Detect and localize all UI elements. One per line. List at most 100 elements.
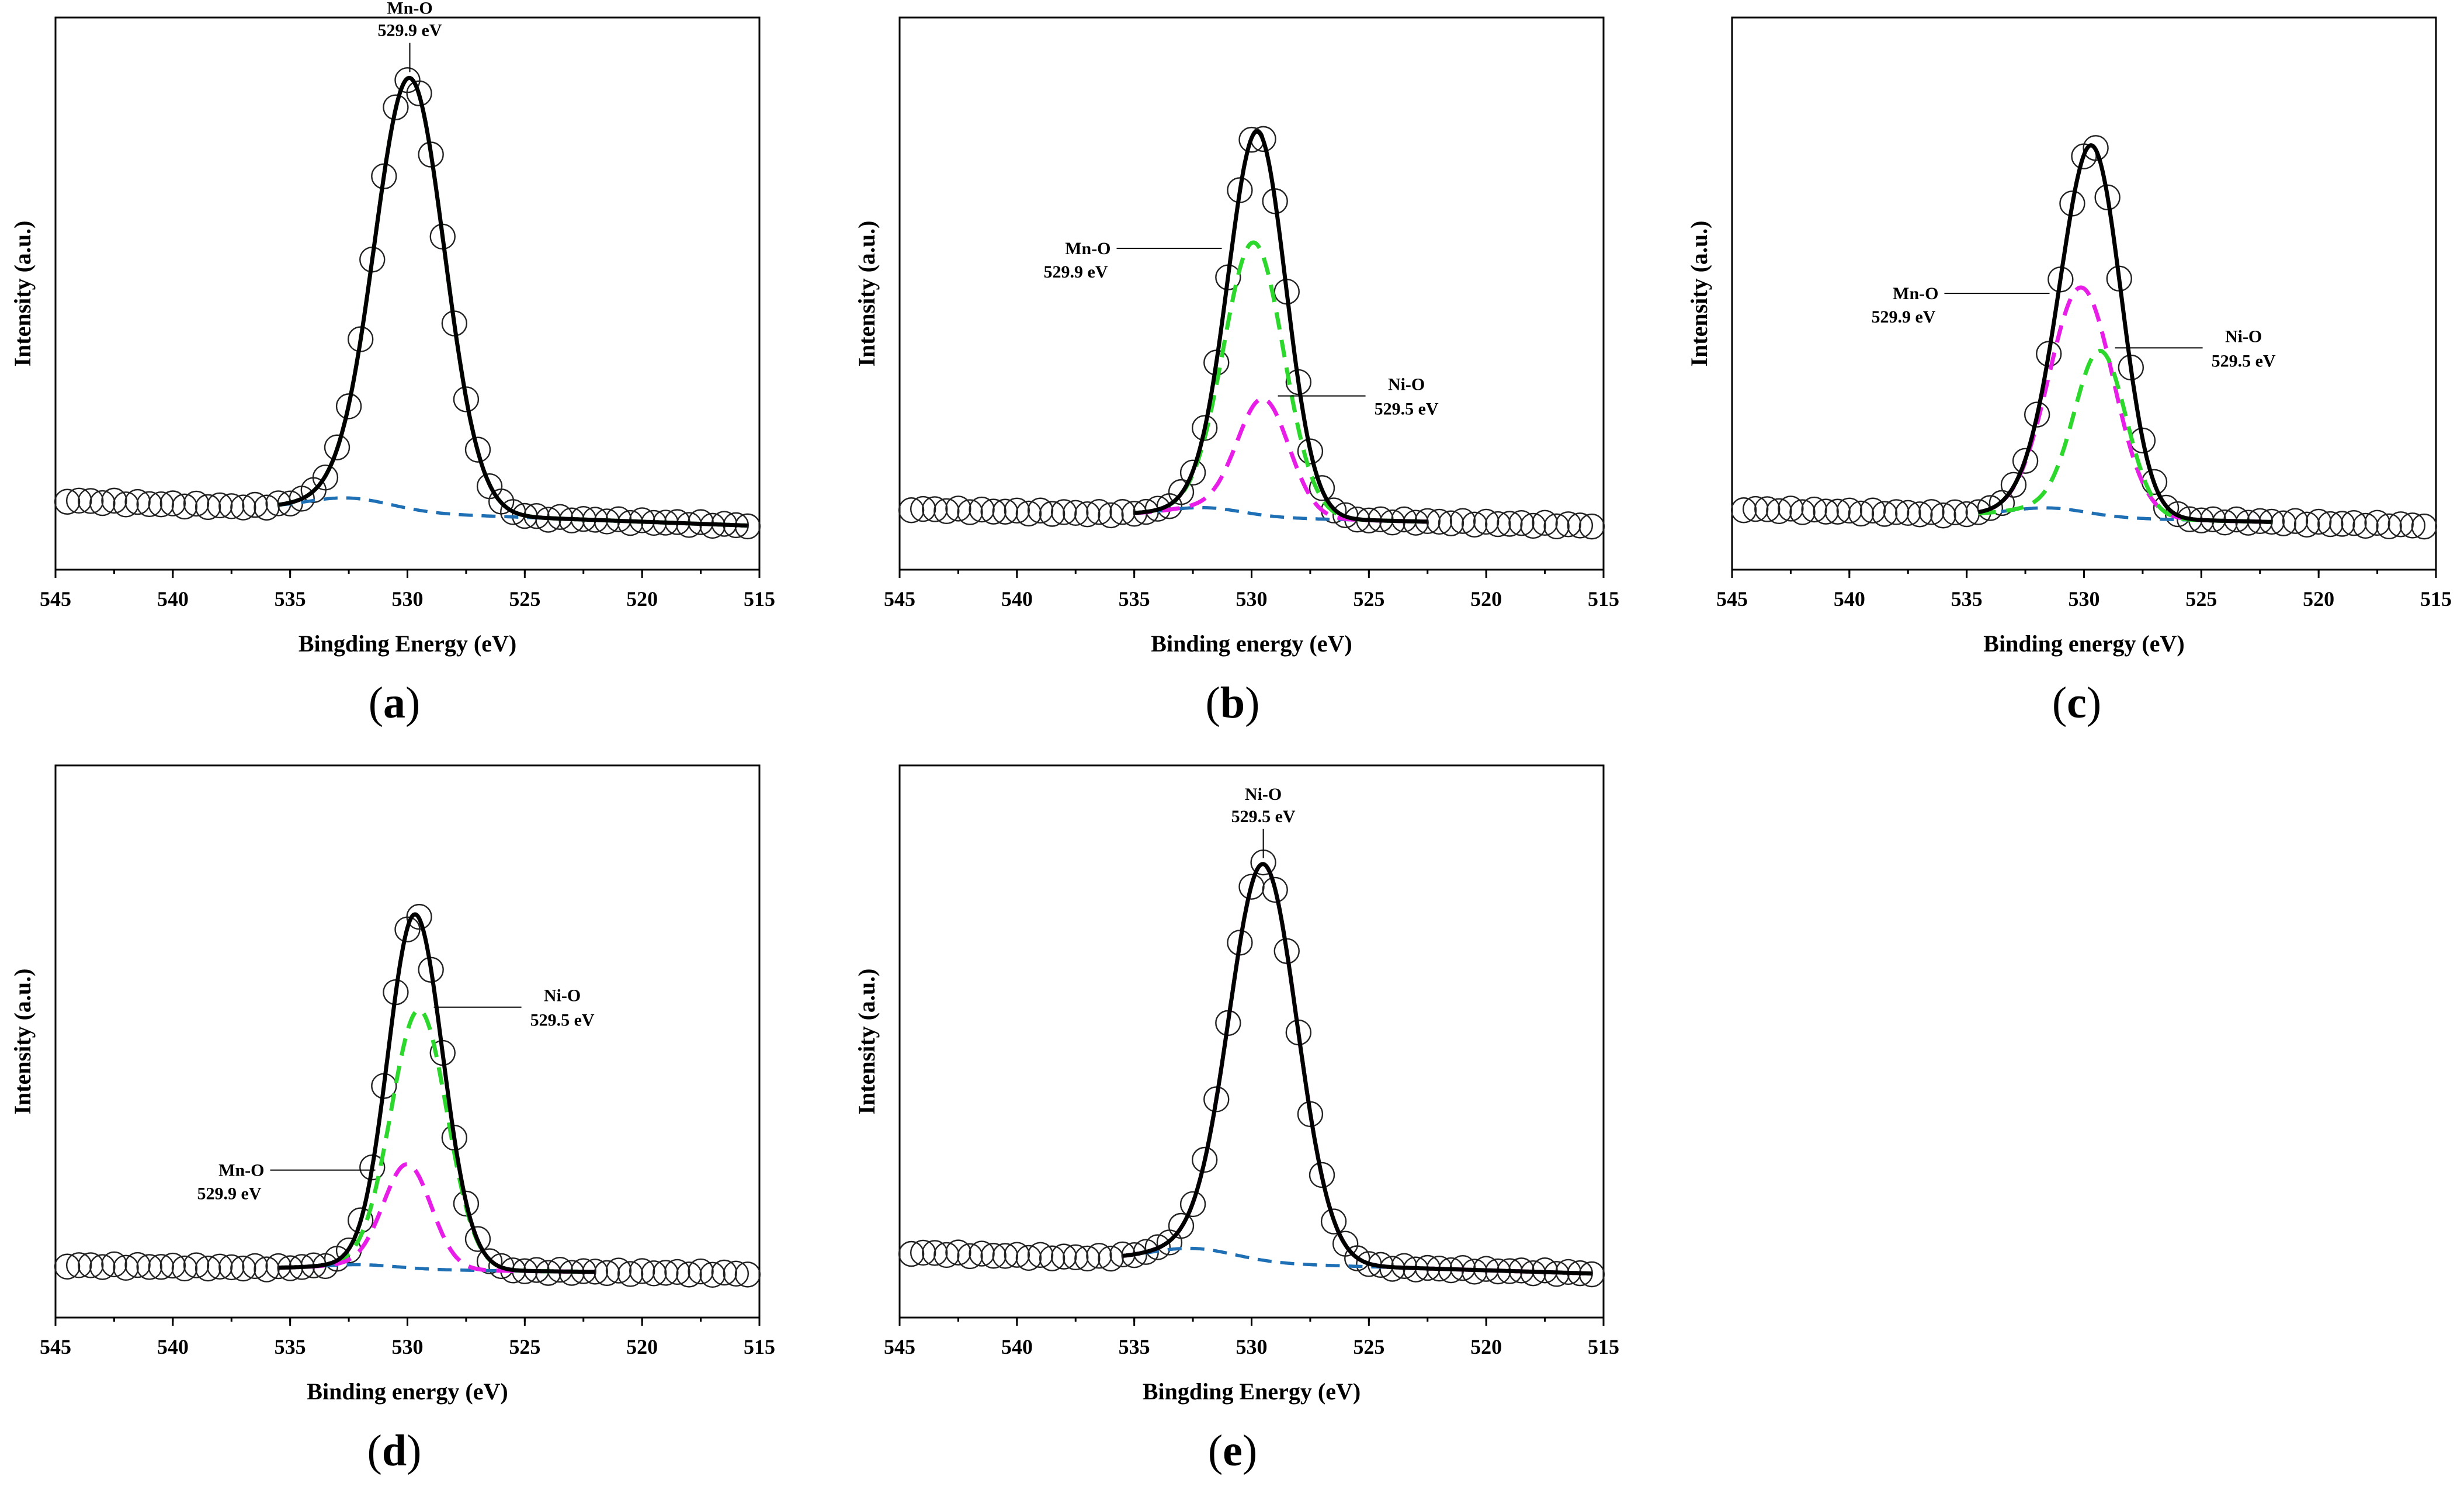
data-point <box>898 1240 925 1267</box>
data-point <box>2282 508 2309 534</box>
data-point <box>1871 501 1898 527</box>
annotation-name: Mn-O <box>387 0 432 18</box>
fit-envelope-line <box>1978 143 2272 524</box>
data-point <box>1086 1243 1112 1269</box>
chart-b: 545 540 535 530 525 520 515 Binding energy (eV)… <box>853 16 1619 657</box>
data-point <box>89 1254 116 1280</box>
y-axis-label: Intensity (a.u.) <box>9 220 36 366</box>
data-point <box>945 1239 971 1266</box>
data-point <box>676 1261 702 1288</box>
x-tick-label: 540 <box>1834 587 1865 611</box>
x-axis-label: Binding energy (eV) <box>307 1378 508 1405</box>
fit-envelope-line <box>278 912 595 1274</box>
data-point <box>54 1253 81 1280</box>
data-point <box>1578 513 1605 540</box>
data-point <box>980 1243 1007 1269</box>
data-point <box>218 1254 245 1281</box>
data-point <box>605 1257 632 1284</box>
data-point <box>89 490 116 517</box>
data-point <box>1063 500 1089 526</box>
data-point <box>641 1260 667 1287</box>
data-point <box>183 1252 210 1278</box>
data-point <box>945 495 971 522</box>
panel-label-e-text: e <box>1223 1426 1243 1475</box>
data-point <box>1039 501 1066 527</box>
x-tick-label: 530 <box>1236 587 1268 611</box>
data-point <box>171 493 198 520</box>
data-point <box>113 491 139 518</box>
data-point <box>2293 511 2320 538</box>
data-point <box>1168 479 1195 505</box>
x-tick-label: 540 <box>1001 1335 1033 1358</box>
data-point <box>1942 499 1968 526</box>
annotation-mno: Mn-O 529.9 eV <box>378 0 442 72</box>
data-point <box>910 495 936 522</box>
chart-panel-e: 545 540 535 530 525 520 515 Bingding Energy (eV… <box>844 760 1621 1408</box>
annotation-mno: Mn-O 529.9 eV <box>1871 284 2050 327</box>
data-point <box>922 1240 948 1266</box>
chart-panel-a: 545 540 535 530 525 520 515 Bingding Energy (eV… <box>0 0 777 660</box>
x-tick-label: 535 <box>275 587 306 611</box>
fit-envelope-line <box>1134 129 1428 524</box>
data-point <box>2341 510 2367 536</box>
data-point <box>1086 498 1112 525</box>
data-point <box>723 1260 749 1287</box>
data-point <box>992 498 1018 525</box>
x-tick-label: 530 <box>392 1335 424 1358</box>
data-point <box>1074 501 1101 528</box>
panel-label-b: (b) <box>1205 678 1260 727</box>
data-point <box>1543 513 1570 540</box>
data-point <box>664 1259 690 1285</box>
x-tick-label: 540 <box>157 587 189 611</box>
data-point <box>1027 1242 1054 1268</box>
x-tick-label: 545 <box>40 587 71 611</box>
x-tick-label: 525 <box>509 587 540 611</box>
data-point <box>206 492 233 519</box>
data-point <box>2352 512 2379 539</box>
annotation-energy: 529.9 eV <box>1044 262 1108 282</box>
data-point <box>688 1258 714 1285</box>
data-point <box>933 1242 960 1268</box>
x-tick-label: 535 <box>1951 587 1983 611</box>
data-point <box>218 493 245 519</box>
chart-a: 545 540 535 530 525 520 515 Bingding Energy (eV… <box>9 0 775 657</box>
data-point <box>1754 496 1781 522</box>
annotation-energy: 529.5 eV <box>2212 351 2276 370</box>
x-tick-label: 535 <box>275 1335 306 1358</box>
x-tick-label: 525 <box>1353 587 1384 611</box>
data-point <box>1730 497 1757 524</box>
x-tick-label: 525 <box>1353 1335 1384 1358</box>
x-axis-label: Bingding Energy (eV) <box>299 630 516 657</box>
data-point <box>2317 511 2344 538</box>
data-point <box>312 465 339 491</box>
annotation-name: Mn-O <box>218 1161 264 1180</box>
x-tick-label: 520 <box>1470 1335 1502 1358</box>
data-point <box>969 496 995 523</box>
component-peak-nio <box>278 1008 595 1274</box>
annotation-energy: 529.5 eV <box>530 1011 595 1030</box>
x-tick-label: 515 <box>2420 587 2452 611</box>
x-tick-label: 545 <box>40 1335 71 1358</box>
data-point <box>922 496 948 522</box>
data-point <box>65 1252 92 1278</box>
annotation-name: Ni-O <box>2225 327 2262 346</box>
data-point <box>1004 497 1030 524</box>
data-point <box>1859 497 1886 524</box>
component-peak-nio <box>1978 348 2272 524</box>
annotation-nio: Ni-O 529.5 eV <box>1231 785 1296 858</box>
annotation-nio: Ni-O 529.5 eV <box>1278 375 1439 419</box>
data-point <box>1988 490 2015 517</box>
data-point <box>2083 135 2109 161</box>
data-point <box>2024 401 2050 428</box>
x-tick-label: 520 <box>2303 587 2334 611</box>
data-point <box>1449 508 1476 534</box>
data-point <box>1742 495 1769 522</box>
data-point <box>1309 475 1335 501</box>
x-tick-label: 520 <box>626 587 658 611</box>
data-point <box>1789 499 1816 525</box>
background-line <box>1134 505 1428 524</box>
x-tick-label: 535 <box>1119 587 1150 611</box>
data-point <box>1567 512 1594 539</box>
x-tick-label: 520 <box>626 1335 658 1358</box>
data-point <box>195 1255 221 1282</box>
